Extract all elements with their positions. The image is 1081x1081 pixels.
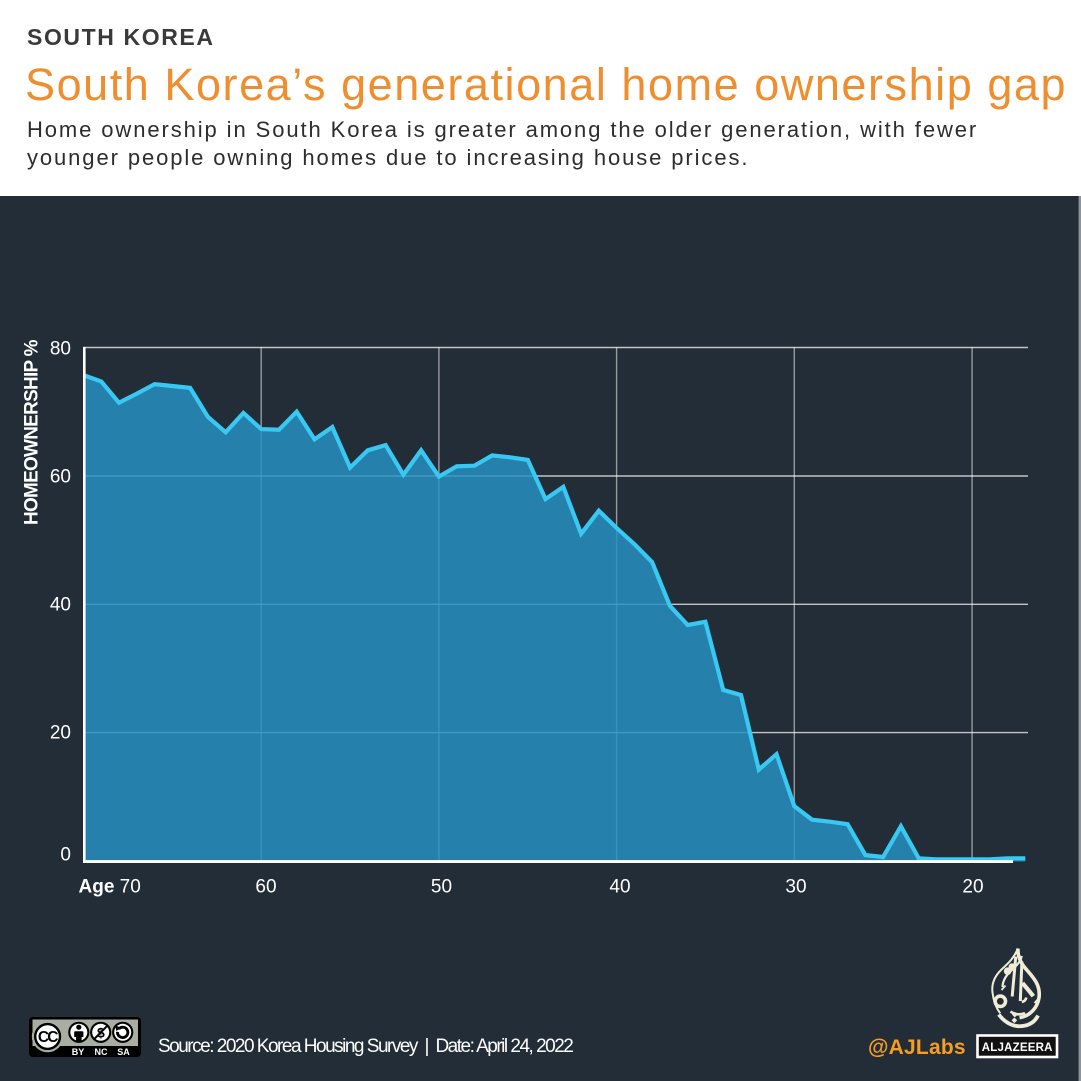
svg-text:40: 40 [609,876,630,897]
svg-text:NC: NC [95,1047,108,1057]
svg-text:20: 20 [50,723,71,744]
svg-text:Source: 2020 Korea Housing Sur: Source: 2020 Korea Housing Survey | Date… [158,1036,573,1057]
svg-text:@AJLabs: @AJLabs [868,1036,966,1059]
svg-text:80: 80 [50,339,71,360]
svg-text:Age 70: Age 70 [79,876,141,897]
svg-text:ALJAZEERA: ALJAZEERA [982,1042,1053,1054]
svg-text:SA: SA [117,1047,130,1057]
svg-text:HOMEOWNERSHIP %: HOMEOWNERSHIP % [22,339,43,525]
svg-text:CC: CC [38,1029,58,1046]
svg-text:60: 60 [50,467,71,488]
svg-text:60: 60 [255,876,276,897]
svg-text:20: 20 [962,876,983,897]
svg-text:40: 40 [50,595,71,616]
svg-text:BY: BY [72,1047,85,1057]
svg-text:50: 50 [431,876,452,897]
svg-text:0: 0 [60,845,71,866]
svg-text:30: 30 [785,876,806,897]
